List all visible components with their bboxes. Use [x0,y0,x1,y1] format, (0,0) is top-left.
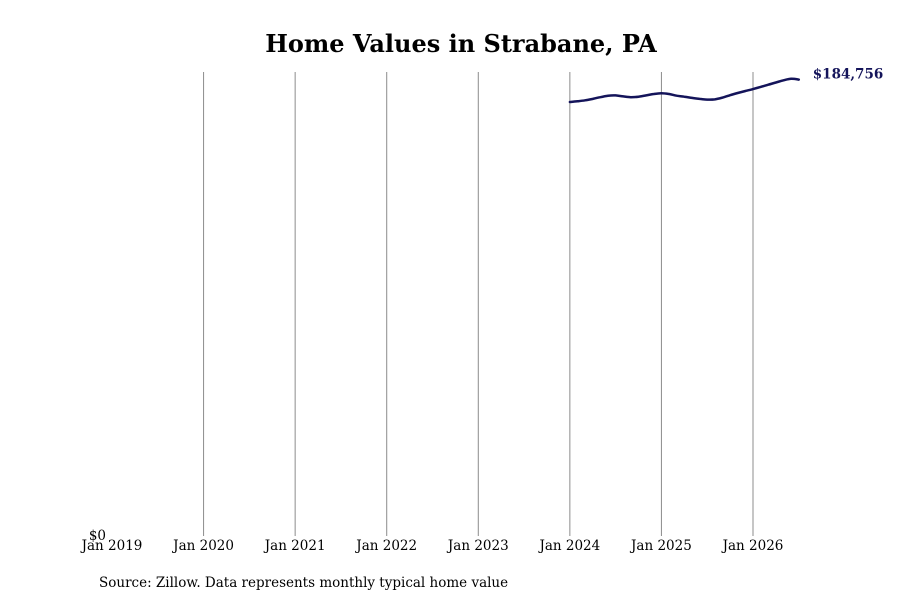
x-tick-label: Jan 2022 [354,538,417,554]
series-line-0 [568,77,801,104]
x-tick-label: Jan 2025 [629,538,692,554]
series-layer: $184,756 [568,67,883,104]
x-tick-label: Jan 2019 [80,538,143,554]
x-axis-ticks: Jan 2019 Jan 2020 Jan 2021 Jan 2022 Jan 2023… [80,538,784,554]
series-end-label: $184,756 [813,67,883,83]
gridlines [203,72,754,536]
x-tick-label: Jan 2024 [537,538,600,554]
source-note: Source: Zillow. Data represents monthly … [99,575,508,591]
x-tick-label: Jan 2020 [171,538,234,554]
y-axis-ticks: $0 [89,528,106,544]
y-tick-label: $0 [89,528,106,544]
chart-title: Home Values in Strabane, PA [265,29,657,58]
x-tick-label: Jan 2023 [446,538,509,554]
x-tick-label: Jan 2021 [263,538,326,554]
x-tick-label: Jan 2026 [721,538,784,554]
